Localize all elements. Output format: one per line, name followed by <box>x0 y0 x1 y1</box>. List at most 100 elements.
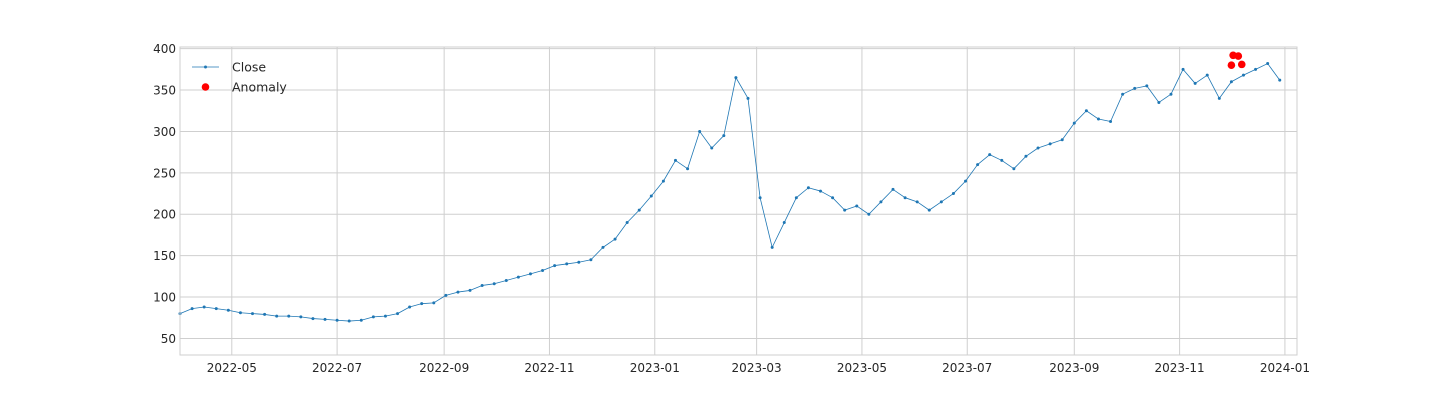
close-data-point <box>903 196 907 200</box>
close-data-point <box>1193 81 1197 85</box>
close-data-point <box>734 76 738 80</box>
close-data-point <box>673 158 677 162</box>
y-tick-label: 300 <box>153 125 176 139</box>
close-data-point <box>1133 86 1137 90</box>
close-data-point <box>1036 146 1040 150</box>
close-data-point <box>891 187 895 191</box>
close-data-point <box>1181 67 1185 71</box>
y-tick-label: 400 <box>153 42 176 56</box>
close-data-point <box>1169 92 1173 96</box>
close-data-point <box>794 196 798 200</box>
close-data-point <box>408 305 412 309</box>
close-data-point <box>299 315 303 319</box>
close-data-point <box>1060 138 1064 142</box>
close-data-point <box>456 290 460 294</box>
y-tick-label: 350 <box>153 84 176 98</box>
anomaly-point <box>1237 60 1246 69</box>
legend-close-marker <box>204 65 207 69</box>
close-data-point <box>1000 158 1004 162</box>
close-data-point <box>516 275 520 279</box>
plot-frame <box>179 46 1298 356</box>
close-data-point <box>420 302 424 306</box>
close-data-point <box>396 312 400 316</box>
legend-anomaly-marker <box>201 83 210 91</box>
close-data-point <box>1241 73 1245 77</box>
close-data-point <box>782 221 786 225</box>
close-data-point <box>1229 80 1233 84</box>
close-data-point <box>214 307 218 311</box>
y-tick-label: 250 <box>153 166 176 180</box>
close-data-point <box>371 315 375 319</box>
close-data-point <box>1024 154 1028 158</box>
close-data-point <box>1121 92 1125 96</box>
close-data-point <box>383 314 387 318</box>
x-tick-label: 2023-11 <box>1155 361 1205 375</box>
x-tick-label: 2023-03 <box>732 361 782 375</box>
legend-label: Close <box>232 60 266 75</box>
grid-layer <box>180 47 1297 355</box>
close-data-point <box>758 196 762 200</box>
close-data-point <box>238 311 242 315</box>
close-data-point <box>746 96 750 100</box>
close-data-point <box>806 186 810 190</box>
close-data-point <box>686 167 690 171</box>
close-data-point <box>1266 62 1270 66</box>
legend: Close Anomaly <box>192 60 287 95</box>
close-data-point <box>843 208 847 212</box>
y-tick-label: 100 <box>153 291 176 305</box>
close-series-line <box>179 63 1281 322</box>
close-data-point <box>1072 121 1076 125</box>
x-tick-label: 2022-11 <box>524 361 574 375</box>
y-tick-label: 150 <box>153 249 176 263</box>
close-data-point <box>577 260 581 264</box>
close-data-point <box>275 314 279 318</box>
close-data-point <box>347 319 351 323</box>
close-data-point <box>819 189 823 193</box>
close-data-point <box>1109 120 1113 124</box>
y-tick-label: 200 <box>153 208 176 222</box>
close-data-point <box>335 318 339 322</box>
close-data-point <box>251 312 255 316</box>
close-data-point <box>504 278 508 282</box>
close-data-point <box>855 204 859 208</box>
y-tick-label: 50 <box>161 332 176 346</box>
close-data-point <box>468 288 472 292</box>
close-data-point <box>867 212 871 216</box>
x-tick-label: 2024-01 <box>1260 361 1310 375</box>
close-data-point <box>444 293 448 297</box>
close-data-point <box>492 282 496 286</box>
close-data-point <box>1157 100 1161 104</box>
close-data-point <box>988 153 992 157</box>
marker-layer <box>178 62 1282 323</box>
close-data-point <box>722 134 726 138</box>
close-data-point <box>202 305 206 309</box>
close-data-point <box>951 192 955 196</box>
x-axis: 2022-05 2022-07 2022-09 2022-11 2023-01 2023-… <box>207 361 1310 375</box>
close-data-point <box>553 264 557 268</box>
close-data-point <box>263 312 267 316</box>
close-data-point <box>480 283 484 287</box>
close-data-point <box>939 200 943 204</box>
close-data-point <box>432 301 436 305</box>
close-data-point <box>541 269 545 273</box>
close-data-point <box>927 208 931 212</box>
close-data-point <box>528 272 532 276</box>
close-data-point <box>698 129 702 133</box>
close-data-point <box>976 163 980 167</box>
line-layer <box>179 63 1281 322</box>
close-data-point <box>226 308 230 312</box>
close-data-point <box>359 318 363 322</box>
x-tick-label: 2023-05 <box>837 361 887 375</box>
y-axis: 50 100 150 200 250 300 350 400 <box>153 42 176 346</box>
close-data-point <box>1012 167 1016 171</box>
close-data-point <box>287 314 291 318</box>
close-data-point <box>915 200 919 204</box>
x-tick-label: 2023-01 <box>630 361 680 375</box>
x-tick-label: 2022-09 <box>419 361 469 375</box>
x-tick-label: 2022-07 <box>312 361 362 375</box>
anomaly-point <box>1234 52 1243 60</box>
close-data-point <box>831 196 835 200</box>
close-data-point <box>1145 84 1149 88</box>
anomaly-point <box>1227 61 1236 70</box>
